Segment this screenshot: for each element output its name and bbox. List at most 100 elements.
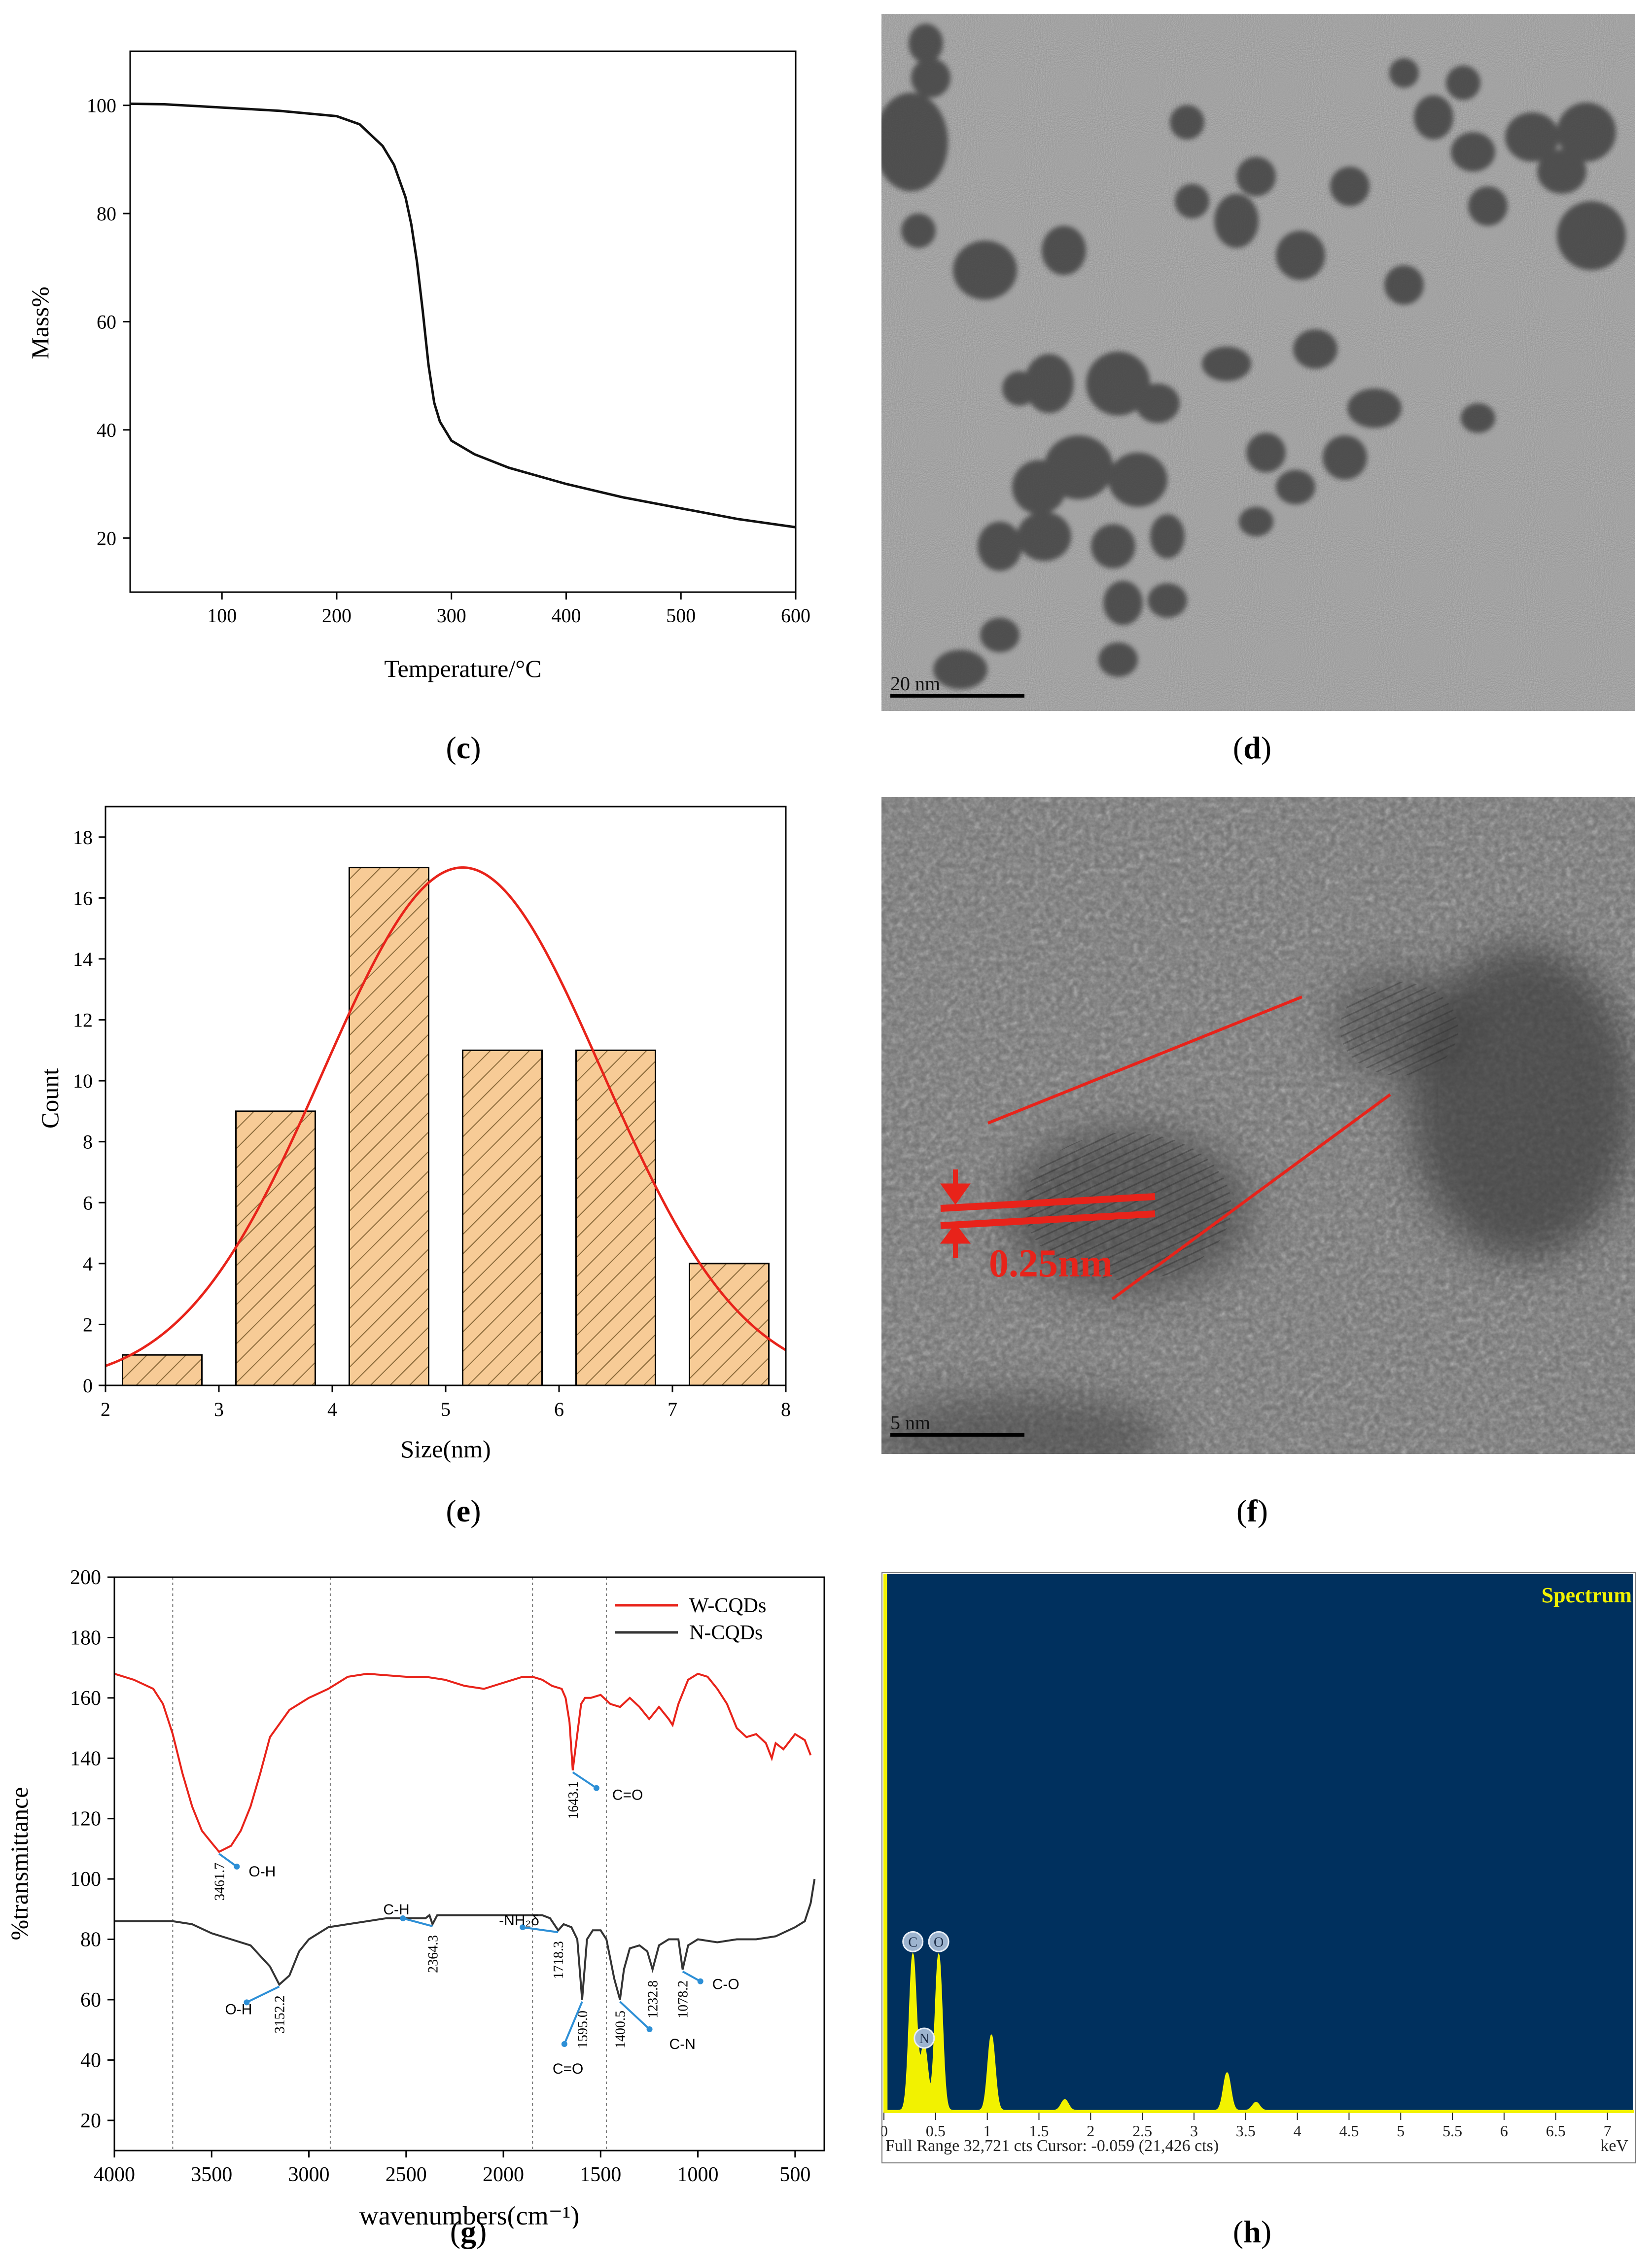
nanoparticle — [1330, 167, 1370, 206]
nanoparticle — [1214, 194, 1259, 248]
histogram-y-tick-label: 2 — [83, 1313, 93, 1336]
nanoparticle — [1202, 347, 1251, 381]
nanoparticle — [1446, 66, 1480, 100]
element-marker-label: O — [934, 1935, 944, 1950]
nanoparticle — [1091, 524, 1135, 568]
ftir-x-tick-label: 2500 — [386, 2163, 427, 2186]
peak-value-label: 1718.3 — [551, 1941, 566, 1979]
histogram-y-tick-label: 6 — [83, 1192, 93, 1214]
eds-x-tick-label: 1.5 — [1029, 2122, 1049, 2140]
element-marker-label: N — [919, 2031, 929, 2047]
tem-image-d: 20 nm — [881, 14, 1635, 711]
legend-n-cqds: N-CQDs — [689, 1622, 763, 1644]
histogram-y-axis-label: Count — [36, 1068, 64, 1129]
functional-group-label: C=O — [612, 1787, 643, 1803]
ftir-y-tick-label: 160 — [70, 1687, 101, 1710]
tem-image-f: 0.25nm 5 nm — [881, 797, 1635, 1454]
legend-w-cqds: W-CQDs — [689, 1594, 766, 1617]
nanoparticle — [1323, 435, 1367, 480]
tga-x-tick-label: 200 — [322, 604, 351, 627]
ftir-y-tick-label: 140 — [70, 1747, 101, 1770]
element-marker — [914, 2027, 935, 2049]
caption-f: (f) — [1236, 1493, 1268, 1528]
w-cqds-spectrum — [114, 1672, 812, 1853]
peak-arrow-head — [646, 2026, 653, 2032]
eds-x-tick-label: 6.5 — [1546, 2122, 1566, 2140]
nanoparticle — [1002, 371, 1037, 406]
nanoparticle — [1148, 583, 1187, 618]
nanoparticle — [1012, 460, 1066, 514]
ftir-y-tick-label: 60 — [80, 1989, 101, 2012]
nanoparticle — [1175, 184, 1209, 218]
eds-x-tick-label: 4.5 — [1339, 2122, 1359, 2140]
functional-group-label: -NH₂δ — [499, 1912, 539, 1929]
functional-group-label: C-N — [669, 2036, 696, 2052]
histogram-y-tick-label: 10 — [73, 1070, 93, 1092]
peak-value-label: 3152.2 — [272, 1995, 287, 2033]
lattice-annotation — [940, 995, 1391, 1301]
eds-x-tick-label: 4 — [1294, 2122, 1301, 2140]
eds-x-tick-label: 2 — [1087, 2122, 1094, 2140]
nanoparticle — [1135, 384, 1180, 423]
ftir-x-tick-label: 500 — [779, 2163, 810, 2186]
peak-arrow-head — [234, 1864, 240, 1870]
nanoparticle — [1103, 581, 1143, 625]
tga-y-tick-label: 60 — [97, 311, 116, 333]
eds-footer: Full Range 32,721 cts Cursor: -0.059 (21… — [885, 2137, 1219, 2155]
peak-arrow-head — [400, 1915, 406, 1921]
eds-spectrum: C N O Spectrum 0 0.5 1 1.5 2 2.5 3 3.5 4 4.5 5 5.5 6 6.… — [881, 1572, 1636, 2163]
histogram-y-tick-label: 16 — [73, 887, 93, 909]
peak-value-label: 1595.0 — [575, 2011, 591, 2049]
peak-arrow — [402, 1917, 433, 1927]
nanoparticle — [1108, 453, 1167, 507]
functional-group-label: O-H — [225, 2001, 252, 2017]
histogram-bar — [575, 1049, 656, 1386]
histogram-x-tick-label: 8 — [781, 1398, 791, 1420]
nanoparticle — [1246, 433, 1286, 472]
nanoparticle — [1468, 186, 1508, 226]
histogram-bar — [122, 1354, 203, 1386]
nanoparticle — [1389, 58, 1419, 88]
nanoparticle — [1024, 354, 1074, 413]
eds-x-tick-label: 3.5 — [1236, 2122, 1256, 2140]
element-marker — [902, 1931, 924, 1952]
histogram-y-tick-label: 0 — [83, 1375, 93, 1397]
nanoparticle — [881, 93, 948, 191]
tga-y-axis-label: Mass% — [26, 286, 54, 359]
tga-chart: 100 200 300 400 500 600 20 40 60 80 100 Temperatur… — [26, 50, 810, 682]
eds-x-tick-label: 5.5 — [1442, 2122, 1462, 2140]
ftir-y-tick-label: 80 — [80, 1929, 101, 1951]
ftir-x-tick-label: 4000 — [94, 2163, 135, 2186]
scale-bar-d — [890, 694, 1024, 698]
ftir-plot-frame — [113, 1576, 825, 2152]
eds-title: Spectrum — [1542, 1583, 1632, 1607]
peak-arrow — [619, 2001, 650, 2030]
eds-plot-area — [884, 1574, 1633, 2113]
d-spacing-label: 0.25nm — [989, 1242, 1113, 1285]
nanoparticle — [1461, 403, 1495, 433]
ftir-x-tick-label: 3000 — [288, 2163, 330, 2186]
ftir-x-axis-label: wavenumbers(cm⁻¹) — [359, 2201, 580, 2228]
element-marker-label: C — [908, 1935, 917, 1950]
nanoparticle — [911, 58, 950, 98]
ftir-x-tick-label: 1500 — [580, 2163, 621, 2186]
nanoparticle — [1505, 112, 1559, 162]
nanoparticle — [1086, 352, 1150, 416]
nanoparticle — [1557, 103, 1616, 162]
peak-arrow — [682, 1970, 701, 1982]
histogram-x-tick-label: 3 — [214, 1398, 224, 1420]
scale-label-f: 5 nm — [890, 1412, 930, 1434]
peak-arrow — [563, 2001, 583, 2045]
peak-arrow — [218, 1853, 238, 1868]
eds-x-tick-label: 0.5 — [926, 2122, 946, 2140]
ftir-y-tick-label: 200 — [70, 1566, 101, 1589]
ftir-x-tick-label: 1000 — [677, 2163, 719, 2186]
ftir-legend: W-CQDs N-CQDs — [615, 1594, 766, 1644]
nanoparticle — [1236, 157, 1276, 196]
nanoparticle — [1537, 149, 1586, 194]
ftir-x-tick-label: 2000 — [483, 2163, 524, 2186]
tga-x-axis-label: Temperature/°C — [384, 655, 541, 682]
scale-bar-f — [890, 1433, 1024, 1437]
ftir-y-tick-label: 120 — [70, 1808, 101, 1831]
